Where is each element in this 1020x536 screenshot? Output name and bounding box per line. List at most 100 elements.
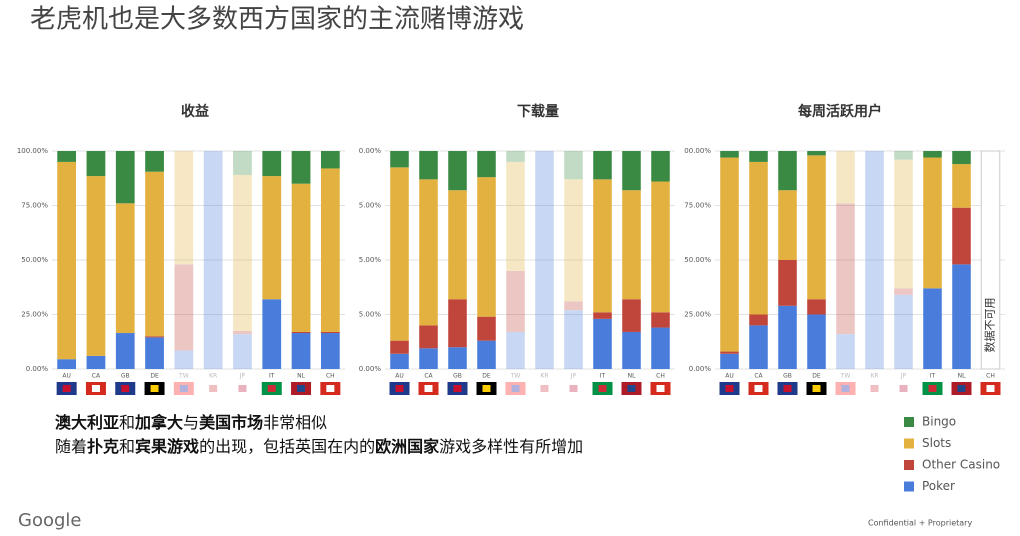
bar-segment (86, 151, 106, 177)
x-tick-label: KR (540, 373, 548, 380)
flag-detail (150, 385, 159, 392)
flag-icon (563, 382, 584, 395)
bar-segment (390, 340, 409, 354)
bar-segment (174, 264, 194, 351)
flag-bg (835, 382, 856, 395)
bar-segment (836, 334, 855, 369)
bar-stack (720, 151, 739, 369)
flag-detail (62, 385, 71, 392)
y-tick-label: 100.00% (17, 147, 48, 155)
bar-segment (778, 305, 797, 369)
y-tick-label: 0.00% (689, 365, 712, 373)
bar-segment (233, 330, 252, 335)
bar-stack (749, 151, 768, 369)
x-tick-label: CH (986, 373, 995, 380)
bar-segment (86, 176, 106, 356)
flag-icon (592, 382, 613, 395)
legend-label: Poker (922, 479, 955, 493)
bar-segment (622, 190, 641, 300)
x-tick-label: CA (754, 373, 763, 380)
bar-segment (749, 151, 768, 162)
flag-icon (291, 382, 312, 395)
bar-segment (952, 264, 971, 369)
chart-title: 每周活跃用户 (798, 103, 882, 120)
x-tick-label: CH (656, 373, 665, 380)
note-segment: 加拿大 (134, 413, 183, 432)
flag-detail (482, 385, 491, 392)
bar-segment (923, 288, 942, 369)
y-tick-label: 25.00% (21, 311, 48, 319)
bar-segment (952, 207, 971, 265)
bar-segment (262, 299, 282, 369)
y-tick-label: 5.00% (359, 202, 382, 210)
y-tick-label: 0.00% (359, 365, 382, 373)
flag-detail (209, 385, 218, 392)
bar-segment (720, 157, 739, 352)
note-segment: 澳大利亚 (55, 413, 119, 432)
bar-segment (894, 294, 913, 369)
flag-icon (922, 382, 943, 395)
bar-segment (651, 312, 670, 328)
bar-stack (506, 151, 525, 369)
bar-segment (419, 179, 438, 326)
bar-segment (320, 151, 340, 169)
bar-segment (448, 190, 467, 300)
x-tick-label: KR (870, 373, 878, 380)
flag-icon (864, 382, 885, 395)
flag-icon (115, 382, 136, 395)
flag-icon (418, 382, 439, 395)
footer-logo: Google (18, 510, 81, 531)
bar-stack (894, 151, 913, 369)
x-tick-label: DE (482, 373, 491, 380)
bar-segment (749, 325, 768, 369)
bar-stack (651, 151, 670, 369)
legend-label: Other Casino (922, 458, 1000, 472)
note-segment: 和 (119, 413, 135, 432)
x-tick-label: GB (783, 373, 792, 380)
flag-detail (297, 385, 306, 392)
x-tick-label: JP (570, 373, 577, 380)
bar-stack (145, 151, 164, 369)
x-tick-label: TW (178, 373, 189, 380)
bar-segment (320, 168, 340, 332)
bar-stack (57, 151, 77, 369)
flag-detail (899, 385, 908, 392)
y-tick-label: 75.00% (684, 202, 711, 210)
flag-detail (754, 385, 763, 392)
bar-segment (564, 310, 583, 369)
x-tick-label: NL (628, 373, 636, 380)
bar-segment (952, 164, 971, 208)
bar-segment (145, 337, 164, 369)
bar-stack (86, 151, 106, 369)
bar-segment (419, 325, 438, 349)
bar-stack (390, 151, 409, 369)
bar-stack (593, 151, 612, 369)
bar-segment (233, 174, 252, 331)
bar-segment (291, 331, 311, 334)
y-tick-label: 0.00% (26, 365, 49, 373)
flag-detail (326, 385, 335, 392)
bar-stack (535, 151, 554, 369)
bar-segment (506, 161, 525, 271)
legend-label: Bingo (922, 415, 956, 429)
bar-segment (390, 151, 409, 168)
bar-segment (115, 151, 135, 204)
bar-segment (291, 151, 311, 184)
bar-segment (807, 314, 826, 369)
bar-segment (115, 333, 135, 369)
flag-icon (534, 382, 555, 395)
bar-segment (57, 161, 77, 360)
x-tick-label: NL (958, 373, 966, 380)
bar-segment (807, 151, 826, 156)
flag-detail (267, 385, 276, 392)
bar-stack (836, 151, 855, 369)
x-tick-label: CH (326, 373, 335, 380)
bar-stack (952, 151, 971, 369)
bar-stack (419, 151, 438, 369)
flag-detail (453, 385, 462, 392)
flag-detail (870, 385, 879, 392)
legend-swatch (904, 460, 914, 470)
bar-segment (57, 151, 77, 162)
flag-bg (505, 382, 526, 395)
bar-stack (564, 151, 583, 369)
